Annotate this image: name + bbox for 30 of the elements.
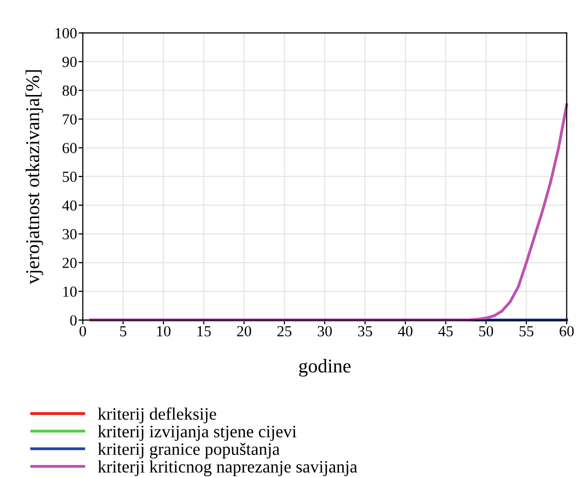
legend-label: kriterij granice popuštanja	[98, 442, 280, 459]
x-tick-label: 15	[197, 326, 211, 336]
x-tick-label: 5	[120, 326, 126, 336]
x-tick-label: 25	[277, 326, 292, 336]
y-tick-label: 20	[62, 258, 77, 268]
y-axis-title: vjerojatnost otkazivanja[%]	[26, 70, 44, 284]
y-tick-label: 40	[62, 200, 77, 211]
legend-label: kriterij izvijanja stjene cijevi	[98, 425, 296, 441]
x-tick-label: 60	[560, 326, 574, 336]
y-tick-label: 0	[70, 315, 77, 326]
y-tick-label: 90	[62, 56, 77, 68]
y-tick-label: 50	[62, 172, 77, 182]
legend-label: kriterji kriticnog naprezanje savijanja	[98, 460, 358, 476]
x-axis-title: godine	[299, 358, 351, 377]
legend-label: kriterij defleksije	[98, 407, 216, 424]
x-tick-label: 10	[157, 326, 170, 336]
y-tick-label: 70	[62, 114, 77, 125]
x-tick-label: 50	[479, 326, 494, 336]
y-tick-label: 80	[62, 85, 77, 96]
y-tick-label: 10	[63, 286, 77, 297]
x-tick-label: 55	[520, 326, 534, 336]
x-tick-label: 0	[80, 326, 86, 336]
y-tick-label: 30	[62, 229, 77, 240]
x-tick-label: 20	[237, 326, 252, 336]
x-tick-label: 30	[318, 326, 332, 336]
x-tick-label: 35	[358, 326, 372, 336]
x-tick-label: 45	[438, 326, 453, 336]
y-tick-label: 60	[62, 142, 77, 154]
x-tick-label: 40	[398, 326, 412, 336]
y-tick-label: 100	[56, 28, 77, 38]
